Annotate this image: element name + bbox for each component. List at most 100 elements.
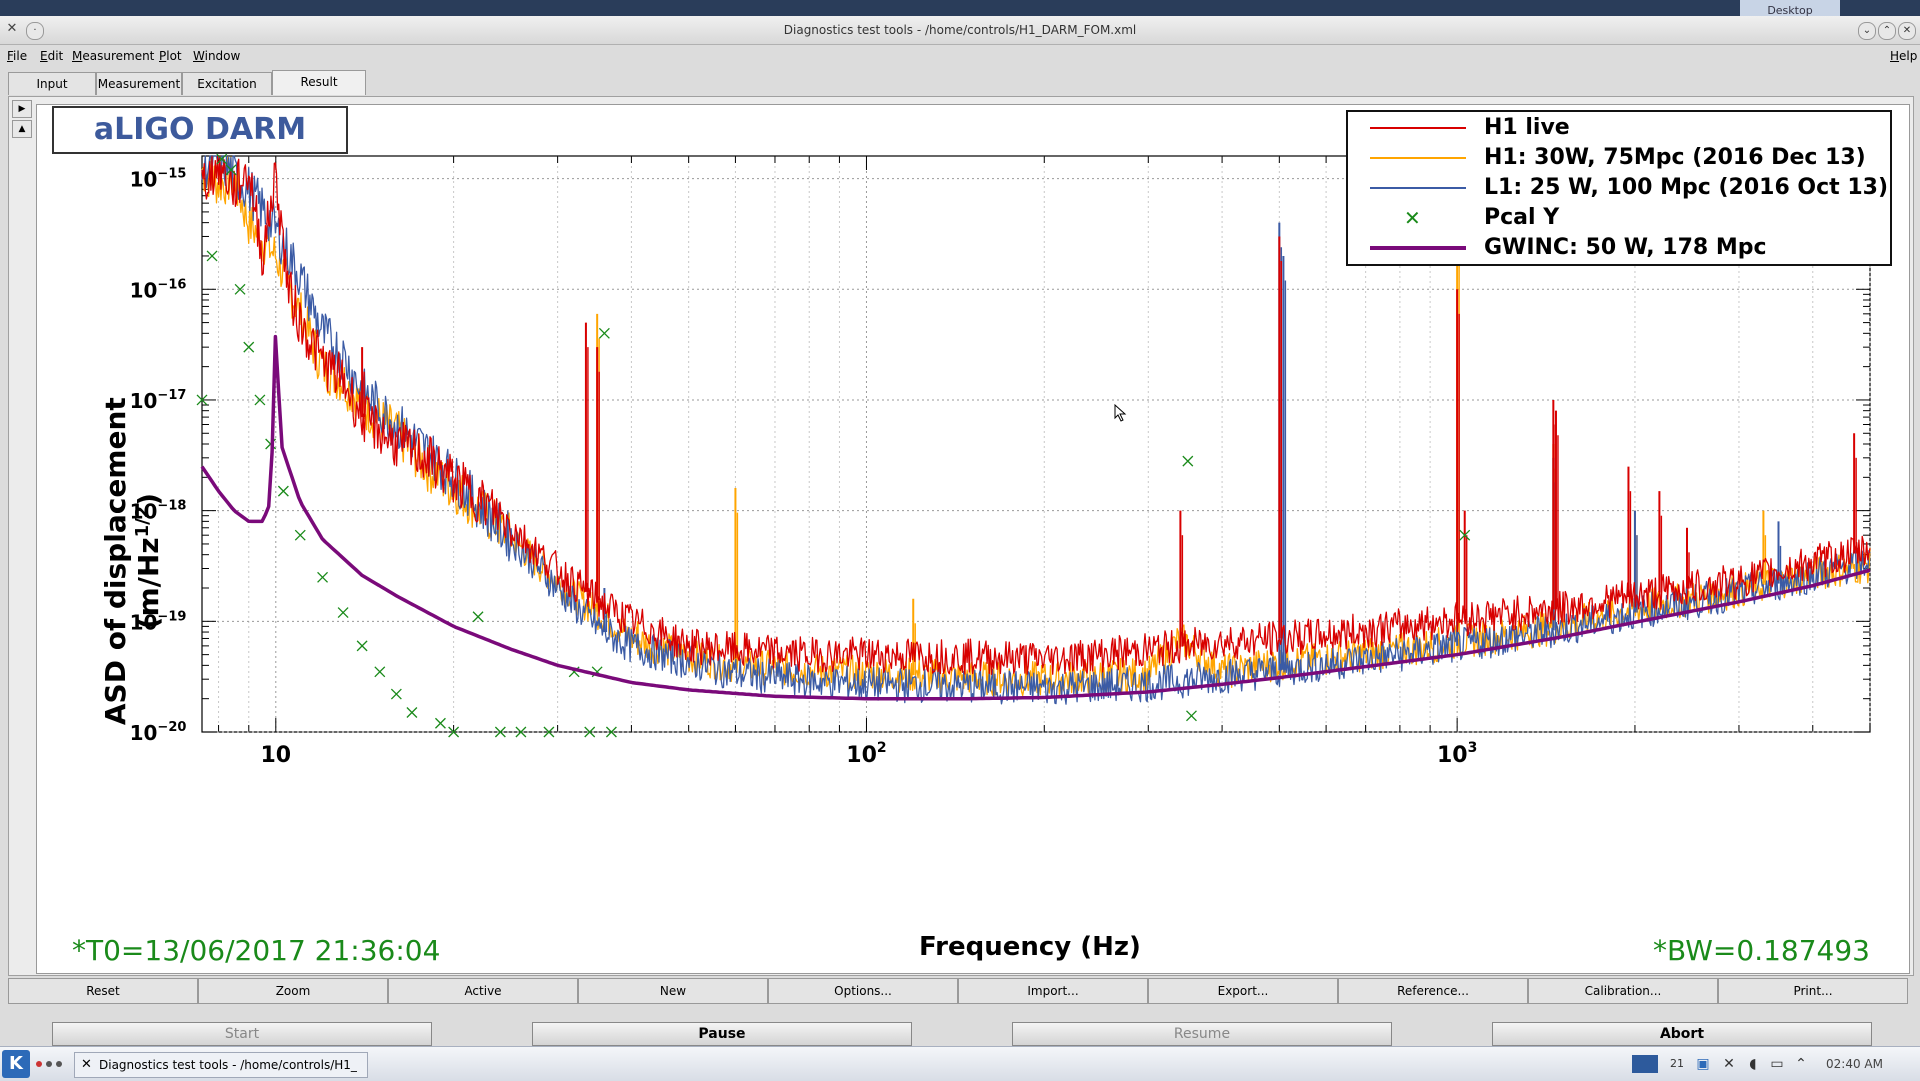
pause-button[interactable]: Pause [532, 1022, 912, 1046]
workspace-dot-icon[interactable] [36, 1061, 42, 1067]
x-tick-label: 102 [846, 740, 886, 768]
legend-entry: H1 live [1348, 114, 1888, 144]
minimize-icon[interactable]: ⌄ [1858, 22, 1876, 40]
tab-bar: Input Measurement Excitation Result [0, 68, 1920, 96]
arrow-icon[interactable]: ⌃ [1795, 1056, 1807, 1072]
legend[interactable]: H1 live H1: 30W, 75Mpc (2016 Dec 13) L1:… [1346, 110, 1892, 266]
pcal-marker [234, 283, 246, 295]
calendar-icon[interactable]: 21 [1670, 1057, 1684, 1070]
display-icon[interactable]: ▭ [1770, 1056, 1784, 1072]
legend-swatch [1370, 127, 1466, 129]
clipboard-icon[interactable]: ▣ [1696, 1056, 1710, 1072]
taskbar: K ✕ Diagnostics test tools - /home/contr… [0, 1046, 1920, 1081]
menu-measurement[interactable]: Measurement [72, 49, 155, 63]
reset-button[interactable]: Reset [8, 978, 198, 1004]
legend-swatch [1370, 246, 1466, 250]
series-line [201, 155, 1871, 675]
abort-button[interactable]: Abort [1492, 1022, 1872, 1046]
pcal-marker [1459, 529, 1471, 541]
panel-collapse-up-icon[interactable]: ▲ [12, 120, 32, 138]
pcal-marker [225, 164, 237, 176]
start-menu-icon[interactable]: K [2, 1050, 30, 1078]
run-control-bar: Start Pause Resume Abort [0, 1016, 1920, 1046]
y-tick-label: 10−16 [130, 277, 187, 302]
menubar: File Edit Measurement Plot Window Help [0, 45, 1920, 67]
mouse-pointer-icon [1114, 404, 1127, 422]
pcal-marker [598, 327, 610, 339]
pcal-marker [390, 688, 402, 700]
app-icon: ✕ [81, 1057, 92, 1072]
start-button[interactable]: Start [52, 1022, 432, 1046]
zoom-button[interactable]: Zoom [198, 978, 388, 1004]
plot-action-bar: Reset Zoom Active New Options... Import.… [8, 978, 1912, 1004]
desktop-top-strip [0, 0, 1920, 16]
series-line [200, 334, 1871, 701]
legend-entry: GWINC: 50 W, 178 Mpc [1348, 234, 1888, 264]
options-button[interactable]: Options... [768, 978, 958, 1004]
reference-button[interactable]: Reference... [1338, 978, 1528, 1004]
x-tick-label: 10 [260, 743, 291, 768]
tab-result[interactable]: Result [272, 70, 366, 95]
pcal-marker [1186, 710, 1197, 722]
y-axis-label: ASD of displacement (m/Hz1/2) [98, 397, 166, 726]
tab-input[interactable]: Input [8, 72, 96, 95]
legend-swatch [1370, 157, 1466, 159]
pcal-marker [448, 726, 460, 738]
y-tick-label: 10−18 [130, 499, 187, 524]
menu-file[interactable]: File [7, 49, 28, 63]
legend-label: L1: 25 W, 100 Mpc (2016 Oct 13) [1484, 175, 1889, 200]
clock: 02:40 AM [1826, 1057, 1883, 1071]
pcal-marker [196, 394, 208, 406]
legend-label: Pcal Y [1484, 205, 1560, 230]
import-button[interactable]: Import... [958, 978, 1148, 1004]
plot-title: aLIGO DARM [52, 106, 348, 154]
pcal-marker [605, 726, 617, 738]
pcal-marker [1182, 455, 1194, 467]
pcal-marker [254, 394, 266, 406]
menu-window[interactable]: Window [193, 49, 241, 63]
taskbar-window-label: Diagnostics test tools - /home/controls/… [99, 1058, 357, 1072]
legend-label: H1 live [1484, 115, 1570, 140]
print-button[interactable]: Print... [1718, 978, 1908, 1004]
maximize-icon[interactable]: ⌃ [1878, 22, 1896, 40]
pcal-marker [472, 611, 484, 623]
pcal-marker [216, 153, 228, 165]
active-button[interactable]: Active [388, 978, 578, 1004]
workspace-dot-icon[interactable] [46, 1061, 52, 1067]
window-menu-icon[interactable]: · [26, 22, 44, 40]
menu-help[interactable]: Help [1890, 49, 1918, 63]
menu-edit[interactable]: Edit [40, 49, 64, 63]
tab-excitation[interactable]: Excitation [182, 72, 272, 95]
resume-button[interactable]: Resume [1012, 1022, 1392, 1046]
close-icon[interactable]: ✕ [1898, 22, 1916, 40]
pcal-marker [434, 717, 446, 729]
legend-entry: H1: 30W, 75Mpc (2016 Dec 13) [1348, 144, 1888, 174]
calibration-button[interactable]: Calibration... [1528, 978, 1718, 1004]
taskbar-window-item[interactable]: ✕ Diagnostics test tools - /home/control… [74, 1052, 368, 1078]
x-tick-label: 103 [1437, 740, 1477, 768]
pcal-marker [337, 607, 349, 619]
legend-label: H1: 30W, 75Mpc (2016 Dec 13) [1484, 145, 1866, 170]
workspace-dot-icon[interactable] [56, 1061, 62, 1067]
pcal-marker [243, 341, 255, 353]
pcal-marker [206, 250, 218, 262]
pcal-marker [515, 726, 527, 738]
pcal-marker [406, 707, 418, 718]
pcal-marker [494, 726, 506, 738]
menu-plot[interactable]: Plot [159, 49, 182, 63]
volume-icon[interactable]: ◖ [1749, 1056, 1757, 1072]
legend-entry: ✕ Pcal Y [1348, 204, 1888, 234]
export-button[interactable]: Export... [1148, 978, 1338, 1004]
panel-expand-right-icon[interactable]: ▶ [12, 100, 32, 118]
x-axis-label: Frequency (Hz) [919, 932, 1141, 962]
pcal-marker [374, 666, 386, 678]
legend-entry: L1: 25 W, 100 Mpc (2016 Oct 13) [1348, 174, 1888, 204]
tab-measurement[interactable]: Measurement [96, 72, 182, 95]
app-icon[interactable]: ✕ [6, 21, 18, 36]
new-button[interactable]: New [578, 978, 768, 1004]
screen-icon[interactable] [1632, 1055, 1658, 1073]
desktop-tab[interactable]: Desktop [1740, 0, 1840, 17]
network-icon[interactable]: ✕ [1723, 1056, 1735, 1072]
pcal-marker [543, 726, 555, 738]
x-marker-icon: ✕ [1404, 206, 1421, 230]
